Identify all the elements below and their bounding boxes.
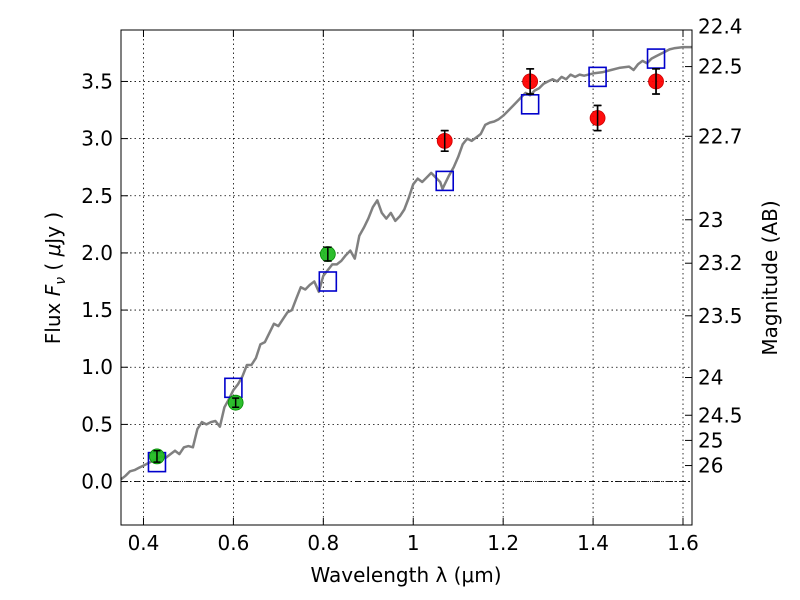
y-tick-label: 2.5 <box>81 184 113 208</box>
right-tick-label: 24 <box>698 366 723 390</box>
right-tick-label: 22.4 <box>698 15 743 39</box>
y-tick-label: 0.5 <box>81 412 113 436</box>
model-square-marker <box>318 271 338 292</box>
right-axis-label: Magnitude (AB) <box>758 200 782 355</box>
x-axis-ticks: 0.4 0.6 0.8 1 1.2 1.4 1.6 <box>128 30 699 555</box>
right-tick-label: 23.2 <box>698 251 743 275</box>
spectrum-path <box>120 45 692 481</box>
x-tick-label: 0.4 <box>128 531 160 555</box>
x-axis-label: Wavelength λ (μm) <box>310 563 501 587</box>
model-square-marker <box>435 170 455 192</box>
x-tick-label: 1 <box>407 531 420 555</box>
red-photometry-points <box>436 68 664 152</box>
x-tick-label: 1.4 <box>577 531 609 555</box>
x-tick-label: 0.8 <box>307 531 339 555</box>
y-tick-label: 3.0 <box>81 127 113 151</box>
y-tick-label: 1.5 <box>81 298 113 322</box>
y-axis-ticks: 0.0 0.5 1.0 1.5 2.0 2.5 3.0 3.5 <box>81 69 128 494</box>
right-tick-label: 24.5 <box>698 403 743 427</box>
right-tick-label: 22.5 <box>698 55 743 79</box>
right-tick-label: 23 <box>698 208 723 232</box>
y-tick-label: 1.0 <box>81 355 113 379</box>
x-tick-label: 0.6 <box>217 531 249 555</box>
right-tick-label: 23.5 <box>698 304 743 328</box>
model-square-marker <box>588 66 607 88</box>
model-photometry-squares <box>147 48 666 473</box>
right-tick-label: 22.7 <box>698 124 743 148</box>
y-axis-label: Flux Fν ( μJy ) <box>41 212 69 344</box>
grid-lines <box>121 30 692 525</box>
plot-frame <box>120 29 693 526</box>
model-square-marker <box>520 94 540 115</box>
right-tick-label: 25 <box>698 428 723 452</box>
x-tick-label: 1.2 <box>487 531 519 555</box>
x-tick-label: 1.6 <box>667 531 699 555</box>
right-tick-label: 26 <box>698 454 723 478</box>
y-tick-label: 0.0 <box>81 470 113 494</box>
model-spectrum-line <box>120 45 692 481</box>
y-tick-label: 2.0 <box>81 241 113 265</box>
y-tick-label: 3.5 <box>81 69 113 93</box>
green-photometry-points <box>149 246 336 465</box>
model-square-marker <box>646 48 666 69</box>
